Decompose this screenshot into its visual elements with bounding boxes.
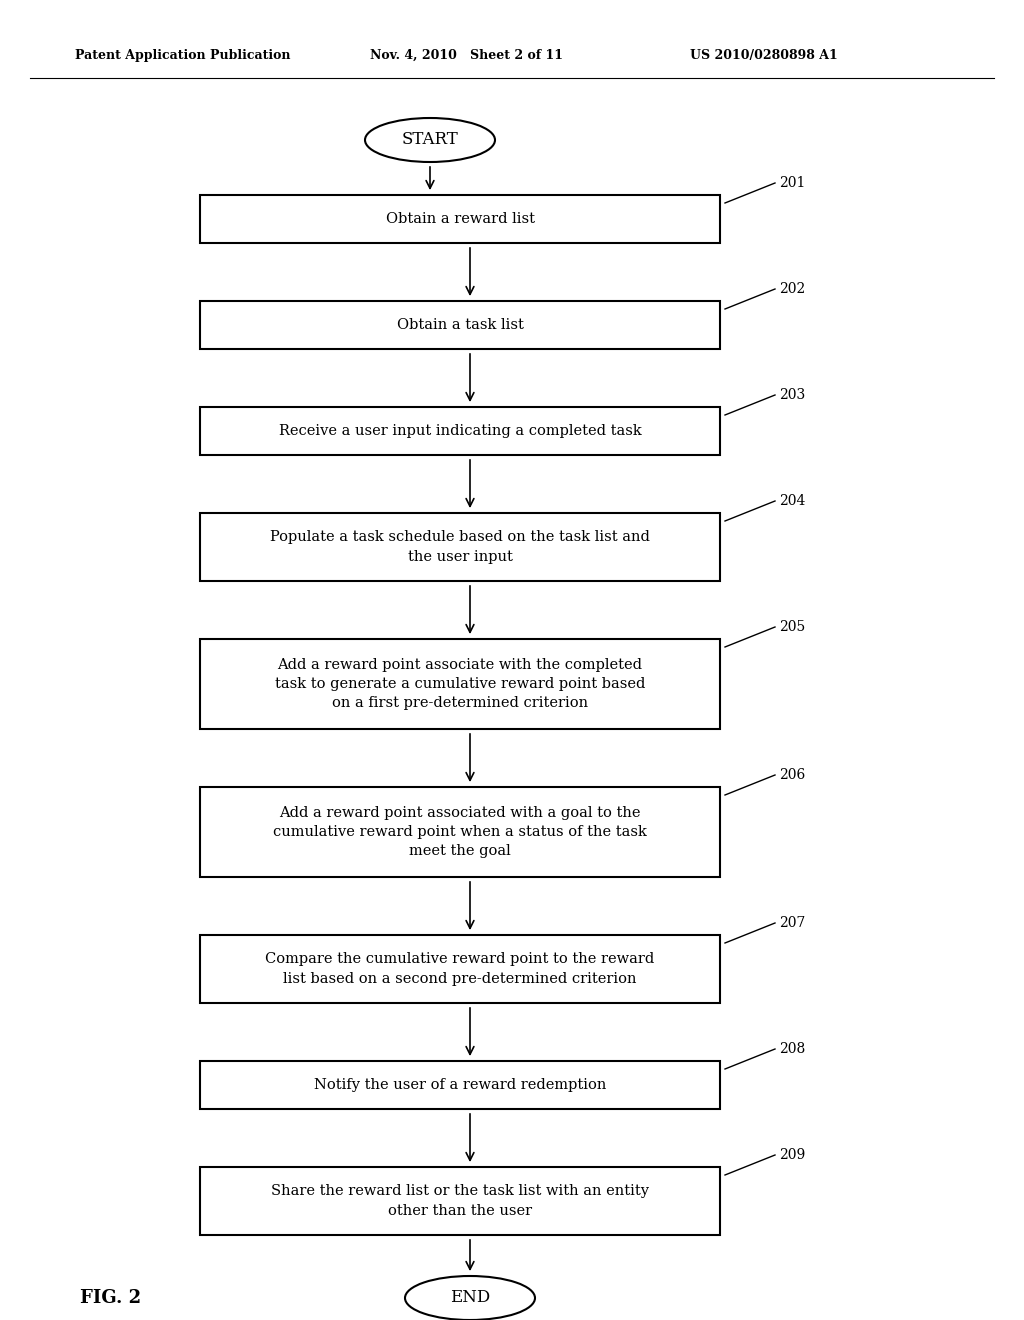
Text: Nov. 4, 2010   Sheet 2 of 11: Nov. 4, 2010 Sheet 2 of 11 (370, 49, 563, 62)
Bar (200, 407, 720, 455)
Text: Populate a task schedule based on the task list and
the user input: Populate a task schedule based on the ta… (270, 531, 650, 564)
Text: 209: 209 (779, 1148, 805, 1162)
Text: 205: 205 (779, 620, 805, 634)
Text: Patent Application Publication: Patent Application Publication (75, 49, 291, 62)
Bar (200, 639, 720, 729)
Text: Add a reward point associated with a goal to the
cumulative reward point when a : Add a reward point associated with a goa… (273, 805, 647, 858)
Text: Notify the user of a reward redemption: Notify the user of a reward redemption (313, 1078, 606, 1092)
Text: END: END (450, 1290, 490, 1307)
Text: 206: 206 (779, 768, 805, 781)
Ellipse shape (406, 1276, 535, 1320)
Text: 203: 203 (779, 388, 805, 403)
Text: Obtain a reward list: Obtain a reward list (385, 213, 535, 226)
Bar (200, 1061, 720, 1109)
Text: Add a reward point associate with the completed
task to generate a cumulative re: Add a reward point associate with the co… (274, 657, 645, 710)
Bar (200, 513, 720, 581)
Text: Receive a user input indicating a completed task: Receive a user input indicating a comple… (279, 424, 641, 438)
Bar (200, 195, 720, 243)
Text: Compare the cumulative reward point to the reward
list based on a second pre-det: Compare the cumulative reward point to t… (265, 952, 654, 986)
Bar (200, 787, 720, 876)
Text: 207: 207 (779, 916, 805, 931)
Text: 208: 208 (779, 1041, 805, 1056)
Bar (200, 935, 720, 1003)
Bar (200, 301, 720, 348)
Text: Share the reward list or the task list with an entity
other than the user: Share the reward list or the task list w… (271, 1184, 649, 1218)
Text: 202: 202 (779, 282, 805, 296)
Text: 204: 204 (779, 494, 805, 508)
Text: Obtain a task list: Obtain a task list (396, 318, 523, 333)
Bar (200, 1167, 720, 1236)
Text: US 2010/0280898 A1: US 2010/0280898 A1 (690, 49, 838, 62)
Text: START: START (401, 132, 459, 149)
Ellipse shape (365, 117, 495, 162)
Text: 201: 201 (779, 176, 805, 190)
Text: FIG. 2: FIG. 2 (80, 1290, 141, 1307)
